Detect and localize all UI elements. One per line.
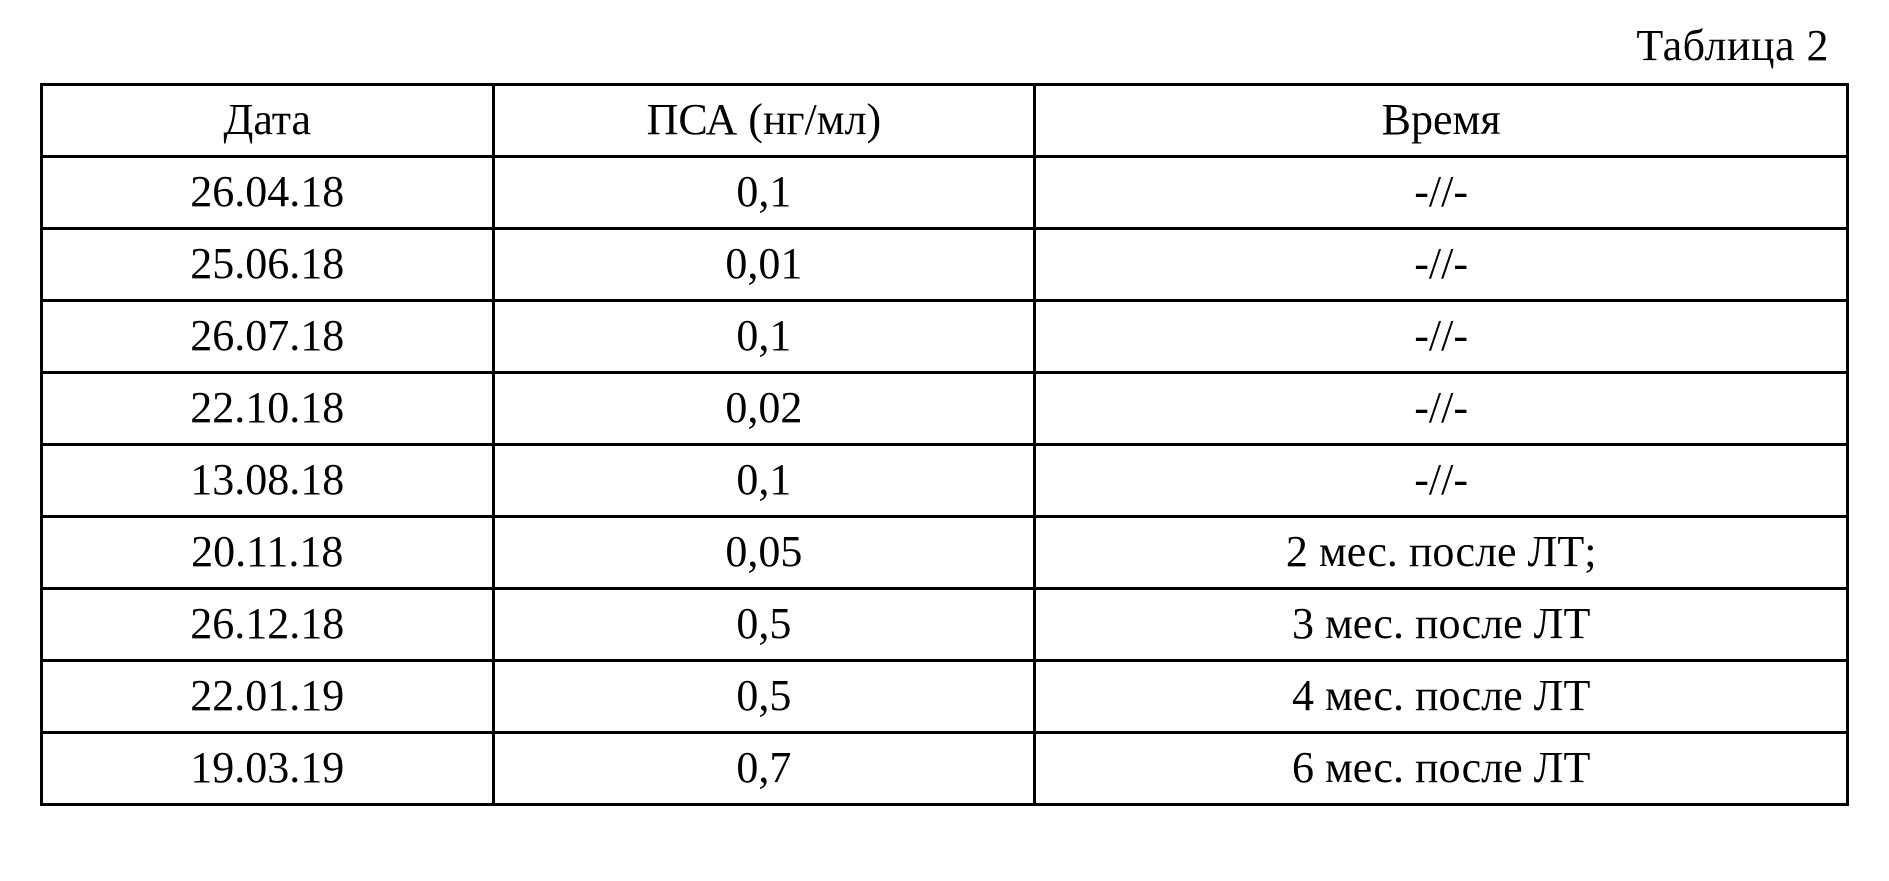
cell-psa: 0,1 (493, 157, 1035, 229)
cell-date: 25.06.18 (42, 229, 494, 301)
cell-date: 13.08.18 (42, 445, 494, 517)
table-caption: Таблица 2 (40, 20, 1829, 71)
page: Таблица 2 Дата ПСА (нг/мл) Время 26.04.1… (0, 0, 1889, 881)
cell-date: 22.10.18 (42, 373, 494, 445)
table-row: 26.12.18 0,5 3 мес. после ЛТ (42, 589, 1848, 661)
table-row: 25.06.18 0,01 -//- (42, 229, 1848, 301)
col-header-time: Время (1035, 85, 1848, 157)
col-header-date: Дата (42, 85, 494, 157)
cell-time: 2 мес. после ЛТ; (1035, 517, 1848, 589)
cell-time: -//- (1035, 157, 1848, 229)
cell-psa: 0,5 (493, 589, 1035, 661)
cell-psa: 0,02 (493, 373, 1035, 445)
col-header-psa: ПСА (нг/мл) (493, 85, 1035, 157)
cell-date: 20.11.18 (42, 517, 494, 589)
cell-date: 19.03.19 (42, 733, 494, 805)
table-row: 20.11.18 0,05 2 мес. после ЛТ; (42, 517, 1848, 589)
table-row: 26.04.18 0,1 -//- (42, 157, 1848, 229)
cell-time: -//- (1035, 445, 1848, 517)
cell-time: -//- (1035, 373, 1848, 445)
cell-psa: 0,1 (493, 445, 1035, 517)
table-row: 22.01.19 0,5 4 мес. после ЛТ (42, 661, 1848, 733)
cell-time: 3 мес. после ЛТ (1035, 589, 1848, 661)
table-header-row: Дата ПСА (нг/мл) Время (42, 85, 1848, 157)
table-row: 22.10.18 0,02 -//- (42, 373, 1848, 445)
cell-psa: 0,1 (493, 301, 1035, 373)
cell-date: 26.04.18 (42, 157, 494, 229)
cell-psa: 0,5 (493, 661, 1035, 733)
cell-time: -//- (1035, 229, 1848, 301)
cell-date: 22.01.19 (42, 661, 494, 733)
table-row: 19.03.19 0,7 6 мес. после ЛТ (42, 733, 1848, 805)
cell-psa: 0,01 (493, 229, 1035, 301)
table-row: 13.08.18 0,1 -//- (42, 445, 1848, 517)
table-row: 26.07.18 0,1 -//- (42, 301, 1848, 373)
cell-psa: 0,7 (493, 733, 1035, 805)
cell-date: 26.12.18 (42, 589, 494, 661)
psa-table: Дата ПСА (нг/мл) Время 26.04.18 0,1 -//-… (40, 83, 1849, 806)
cell-time: -//- (1035, 301, 1848, 373)
cell-psa: 0,05 (493, 517, 1035, 589)
cell-time: 6 мес. после ЛТ (1035, 733, 1848, 805)
cell-date: 26.07.18 (42, 301, 494, 373)
cell-time: 4 мес. после ЛТ (1035, 661, 1848, 733)
